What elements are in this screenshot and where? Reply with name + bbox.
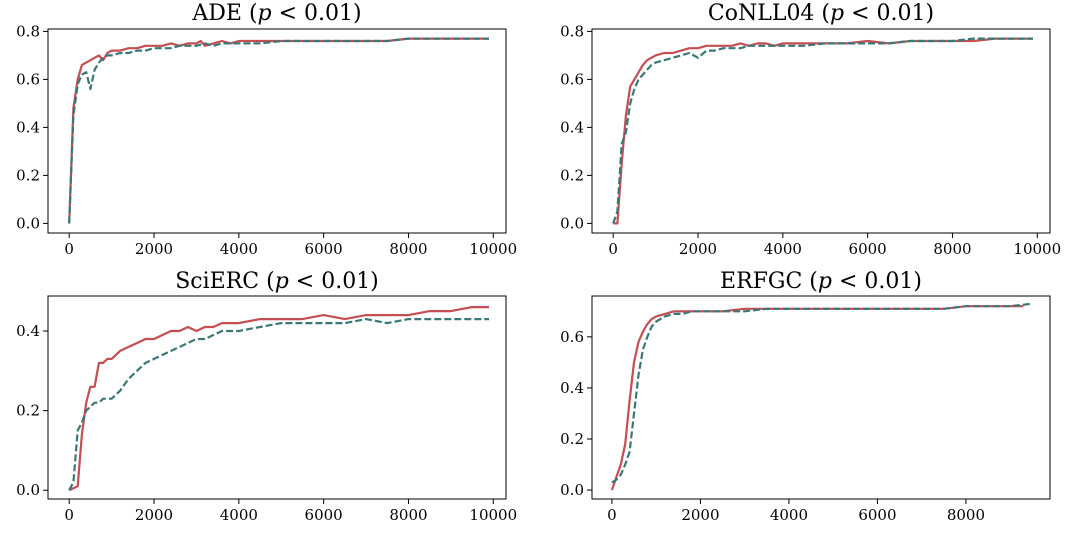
x-tick-label: 8000: [389, 240, 427, 258]
series-line-solid: [610, 305, 1024, 491]
series-line-dashed: [611, 302, 1033, 484]
subplot-title: ERFGC (p < 0.01): [720, 269, 922, 294]
y-tick-label: 0.0: [560, 214, 584, 232]
y-tick-label: 0.0: [16, 214, 40, 232]
y-tick-label: 0.4: [560, 118, 584, 136]
y-tick-label: 0.6: [560, 328, 584, 346]
x-tick-label: 0: [607, 506, 617, 524]
y-tick-label: 0.6: [16, 70, 40, 88]
subplot-title: ADE (p < 0.01): [191, 1, 361, 26]
series-line-solid: [68, 37, 489, 224]
x-tick-label: 6000: [305, 506, 343, 524]
y-tick-label: 0.0: [16, 481, 40, 499]
x-tick-label: 2000: [681, 506, 719, 524]
x-tick-label: 10000: [469, 506, 517, 524]
x-tick-label: 2000: [135, 506, 173, 524]
subplot-title: SciERC (p < 0.01): [175, 269, 379, 294]
axes-frame: [47, 295, 507, 500]
x-tick-label: 2000: [679, 240, 717, 258]
x-tick-label: 8000: [933, 240, 971, 258]
x-tick-label: 4000: [770, 506, 808, 524]
series-line-dashed: [68, 37, 489, 224]
x-tick-label: 6000: [858, 506, 896, 524]
y-tick-label: 0.2: [560, 430, 584, 448]
x-tick-label: 0: [64, 240, 74, 258]
subplot-conll04: CoNLL04 (p < 0.01) 0 2000 4000 6000 8000 1000…: [560, 1, 1061, 258]
axes-frame: [591, 28, 1051, 234]
subplot-erfgc: ERFGC (p < 0.01) 0 2000 4000 6000 8000 0.0 0.2…: [560, 269, 1051, 524]
y-tick-label: 0.4: [16, 118, 40, 136]
y-tick-label: 0.8: [560, 22, 584, 40]
series-line-dashed: [68, 318, 489, 491]
x-tick-label: 2000: [135, 240, 173, 258]
y-tick-label: 0.2: [16, 166, 40, 184]
x-tick-label: 8000: [389, 506, 427, 524]
y-tick-label: 0.0: [560, 481, 584, 499]
x-tick-label: 0: [64, 506, 74, 524]
y-tick-label: 0.2: [16, 402, 40, 420]
x-tick-label: 0: [608, 240, 618, 258]
subplot-ade: ADE (p < 0.01) 0 2000 4000 6000 8000 10000 0.0…: [16, 1, 517, 258]
series-line-solid: [68, 306, 489, 492]
x-tick-label: 8000: [947, 506, 985, 524]
y-tick-label: 0.6: [560, 70, 584, 88]
y-tick-label: 0.2: [560, 166, 584, 184]
series-line-dashed: [612, 37, 1033, 224]
subplot-scierc: SciERC (p < 0.01) 0 2000 4000 6000 8000 10000…: [16, 269, 517, 524]
x-tick-label: 10000: [469, 240, 517, 258]
x-tick-label: 4000: [764, 240, 802, 258]
x-tick-label: 4000: [220, 240, 258, 258]
axes-frame: [591, 295, 1051, 500]
y-tick-label: 0.8: [16, 22, 40, 40]
x-tick-label: 10000: [1013, 240, 1061, 258]
y-tick-label: 0.4: [16, 322, 40, 340]
x-tick-label: 4000: [220, 506, 258, 524]
axes-frame: [47, 28, 507, 234]
subplot-title: CoNLL04 (p < 0.01): [708, 1, 934, 26]
x-tick-label: 6000: [305, 240, 343, 258]
y-tick-label: 0.4: [560, 379, 584, 397]
x-tick-label: 6000: [849, 240, 887, 258]
series-line-solid: [613, 37, 1033, 225]
